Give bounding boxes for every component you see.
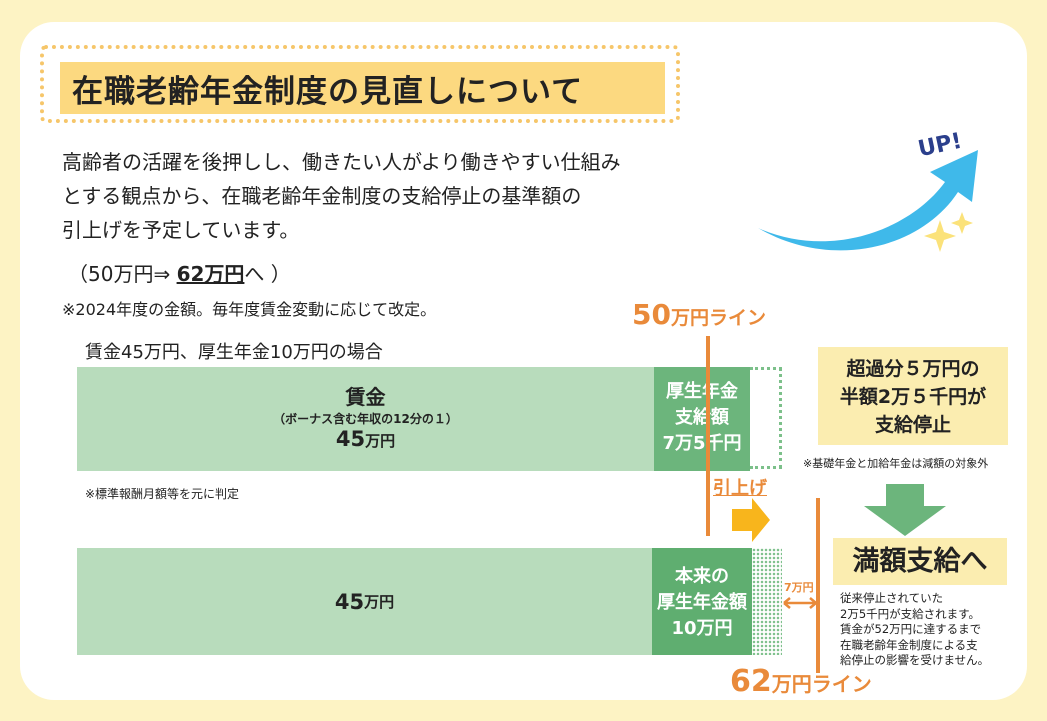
- result-title: 満額支給へ: [833, 538, 1007, 585]
- title-frame: [40, 45, 680, 123]
- stopped-area: [750, 367, 782, 469]
- wage-number: 45: [334, 589, 365, 614]
- pension-line: 10万円: [671, 618, 733, 639]
- change-end: へ ）: [244, 262, 291, 286]
- stop-line: 支給停止: [874, 414, 951, 436]
- line50-amount: 50: [632, 298, 671, 331]
- wage-bar: 賃金 （ボーナス含む年収の12分の１） 45万円: [77, 367, 654, 471]
- full-pension-box: 本来の 厚生年金額 10万円: [652, 548, 752, 655]
- case-label: 賃金45万円、厚生年金10万円の場合: [85, 342, 383, 363]
- line62-unit: 万円ライン: [771, 672, 872, 696]
- result-line: 給停止の影響を受けません。: [840, 653, 990, 667]
- wage-amount: 45万円: [77, 427, 654, 451]
- line62-label: 62万円ライン: [730, 664, 872, 699]
- down-arrow: [864, 484, 946, 536]
- wage-title: 賃金: [345, 385, 386, 409]
- wage-note: ※標準報酬月額等を元に判定: [85, 487, 240, 501]
- wage-unit: 万円: [365, 432, 396, 450]
- line62-amount: 62: [730, 664, 772, 699]
- pension-line: 厚生年金額: [657, 592, 747, 613]
- pension-line: 本来の: [675, 566, 729, 587]
- line62: [816, 498, 820, 673]
- change-before: （50万円⇒: [68, 262, 177, 286]
- line50-label: 50万円ライン: [632, 298, 766, 331]
- intro-line: 引上げを予定しています。: [62, 218, 300, 242]
- result-text: 従来停止されていた 2万5千円が支給されます。 賃金が52万円に達するまで 在職…: [840, 591, 989, 669]
- pension-line: 支給額: [675, 407, 729, 428]
- result-line: 在職老齢年金制度による支: [840, 637, 978, 652]
- stop-note: ※基礎年金と加給年金は減額の対象外: [803, 457, 989, 470]
- result-line: 2万5千円が支給されます。: [840, 606, 980, 621]
- title-bg: [60, 62, 665, 114]
- title: 在職老齢年金制度の見直しについて: [72, 74, 584, 110]
- change: （50万円⇒ 62万円へ ）: [68, 258, 291, 287]
- pension-line: 厚生年金: [666, 381, 738, 402]
- raise-arrow: [732, 498, 770, 542]
- wage-sub: （ボーナス含む年収の12分の１）: [273, 412, 458, 426]
- restored-area: [752, 548, 782, 655]
- wage-unit: 万円: [364, 593, 395, 611]
- gap-label: 7万円: [784, 581, 814, 594]
- intro-line: 高齢者の活躍を後押しし、働きたい人がより働きやすい仕組み: [62, 150, 621, 174]
- stop-line: 超過分５万円の: [846, 358, 980, 380]
- wage-bar-2: 45 万円: [77, 548, 652, 655]
- pension-line: 7万5千円: [662, 433, 742, 454]
- up-arrow: [758, 150, 978, 252]
- pension-box: 厚生年金 支給額 7万5千円: [654, 367, 750, 471]
- line50-unit: 万円ライン: [670, 307, 766, 329]
- stop-line: 半額2万５千円が: [839, 386, 987, 408]
- intro-line: とする観点から、在職老齢年金制度の支給停止の基準額の: [62, 184, 582, 208]
- result-line: 賃金が52万円に達するまで: [840, 622, 982, 636]
- gap-arrow: [783, 597, 817, 609]
- wage-number: 45: [335, 427, 366, 451]
- raise-label: 引上げ: [713, 478, 767, 499]
- line50: [706, 336, 710, 536]
- result-line: 従来停止されていた: [840, 591, 944, 605]
- stop-box: 超過分５万円の 半額2万５千円が 支給停止: [818, 347, 1008, 445]
- intro-note: ※2024年度の金額。毎年度賃金変動に応じて改定。: [62, 300, 437, 319]
- change-after: 62万円: [176, 262, 245, 286]
